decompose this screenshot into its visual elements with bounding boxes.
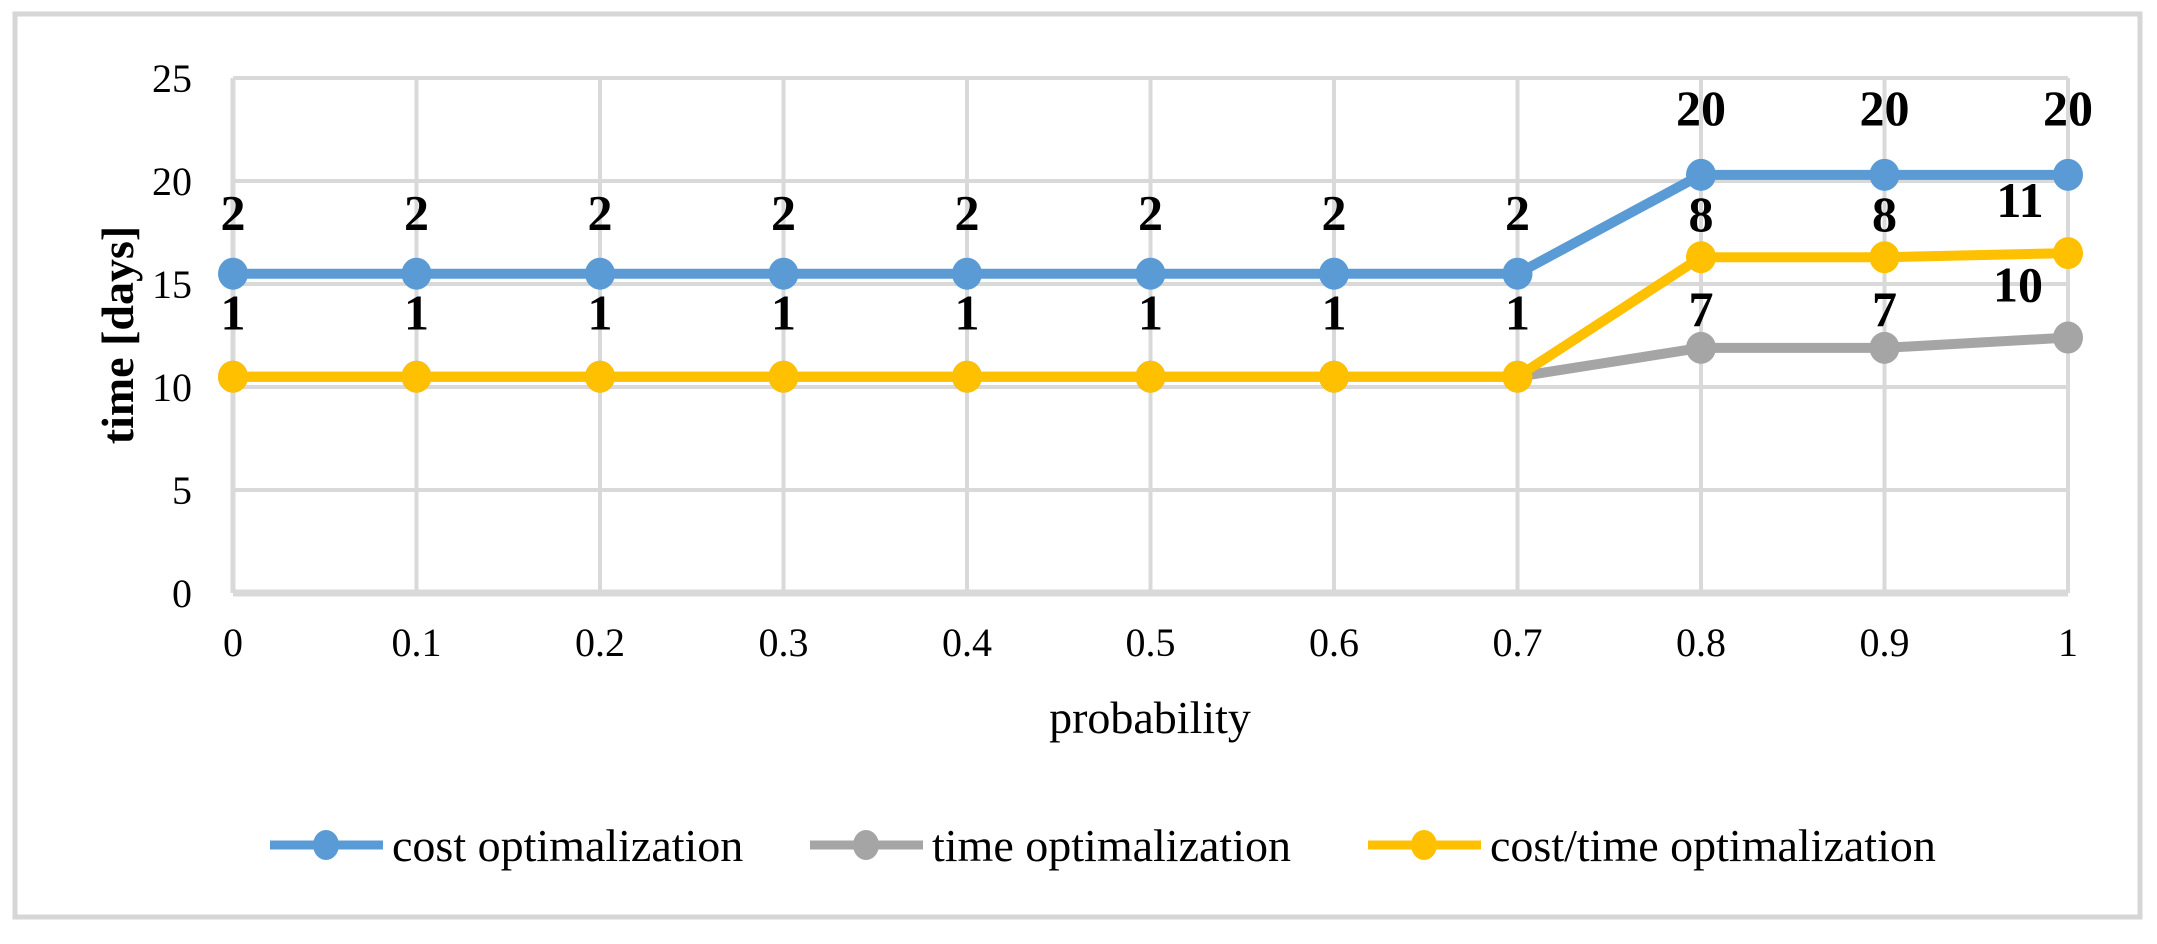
data-label: 1 xyxy=(588,285,613,341)
data-label: 1 xyxy=(1322,285,1347,341)
x-tick-label: 0.9 xyxy=(1860,620,1910,665)
y-tick-label: 20 xyxy=(152,159,192,204)
x-tick-label: 0.7 xyxy=(1493,620,1543,665)
x-tick-label: 0.4 xyxy=(942,620,992,665)
data-point-marker xyxy=(585,360,615,393)
y-tick-label: 15 xyxy=(152,262,192,307)
legend-label: cost optimalization xyxy=(392,820,743,871)
data-point-marker xyxy=(2053,158,2083,191)
legend-marker-dot xyxy=(853,830,879,860)
data-label: 2 xyxy=(588,185,613,241)
legend-marker-dot xyxy=(313,830,339,860)
data-label: 2 xyxy=(221,185,246,241)
y-tick-label: 0 xyxy=(172,571,192,616)
data-point-marker xyxy=(768,257,799,290)
data-point-marker xyxy=(1319,360,1349,393)
data-point-marker xyxy=(1686,241,1716,274)
axis-layer: time [days] probability xyxy=(92,226,1251,743)
data-point-marker xyxy=(1319,257,1349,290)
data-point-marker xyxy=(952,257,982,290)
series-cost-time-optimalization xyxy=(218,237,2083,393)
data-label: 1 xyxy=(1138,285,1163,341)
data-label: 8 xyxy=(1689,186,1714,242)
data-point-marker xyxy=(218,257,248,290)
data-label: 2 xyxy=(955,185,980,241)
data-label: 2 xyxy=(1505,185,1530,241)
x-tick-label: 0 xyxy=(223,620,243,665)
data-point-marker xyxy=(1502,257,1533,290)
data-point-marker xyxy=(1502,360,1533,393)
data-point-marker xyxy=(952,360,982,393)
y-tick-label: 25 xyxy=(152,56,192,101)
data-label: 20 xyxy=(2043,80,2093,136)
data-point-marker xyxy=(401,257,432,290)
x-tick-label: 0.2 xyxy=(575,620,625,665)
legend-item-cost-optimalization: cost optimalization xyxy=(270,820,743,871)
data-label: 20 xyxy=(1860,80,1910,136)
data-label: 8 xyxy=(1872,186,1897,242)
data-label: 7 xyxy=(1872,281,1897,337)
data-point-marker xyxy=(1869,241,1900,274)
data-label: 7 xyxy=(1689,281,1714,337)
data-label: 1 xyxy=(955,285,980,341)
data-label: 2 xyxy=(404,185,429,241)
series-layer xyxy=(218,158,2083,393)
x-tick-label: 1 xyxy=(2058,620,2078,665)
x-tick-label: 0.8 xyxy=(1676,620,1726,665)
data-label: 2 xyxy=(1322,185,1347,241)
chart-frame xyxy=(12,11,2143,920)
y-axis-title: time [days] xyxy=(92,226,143,444)
data-label: 1 xyxy=(404,285,429,341)
x-tick-label: 0.6 xyxy=(1309,620,1359,665)
y-tick-label: 10 xyxy=(152,365,192,410)
data-label-layer: 2 2 2 2 2 2 2 220 20 207 7 101 1 1 1 1 1 1 18 8 11 xyxy=(221,80,2094,341)
legend-item-time-optimalization: time optimalization xyxy=(810,820,1291,871)
data-label: 2 xyxy=(771,185,796,241)
data-point-marker xyxy=(1869,158,1900,191)
data-label: 1 xyxy=(221,285,246,341)
legend-label: time optimalization xyxy=(932,820,1291,871)
x-tick-label: 0.1 xyxy=(392,620,442,665)
data-label: 10 xyxy=(1993,257,2043,313)
x-tick-label: 0.5 xyxy=(1126,620,1176,665)
x-axis-title: probability xyxy=(1049,692,1251,743)
data-point-marker xyxy=(401,360,432,393)
data-point-marker xyxy=(2053,321,2083,354)
data-label: 2 xyxy=(1138,185,1163,241)
data-point-marker xyxy=(218,360,248,393)
data-point-marker xyxy=(1135,257,1166,290)
x-tick-label: 0.3 xyxy=(759,620,809,665)
legend-marker-dot xyxy=(1411,830,1437,860)
y-tick-label: 5 xyxy=(172,468,192,513)
data-point-marker xyxy=(1686,331,1716,364)
data-point-marker xyxy=(1686,158,1716,191)
legend-item-cost-time-optimalization: cost/time optimalization xyxy=(1368,820,1936,871)
data-label: 1 xyxy=(1505,285,1530,341)
data-point-marker xyxy=(1135,360,1166,393)
grid-layer: 0 5 10 15 20 25 0 0.1 0.2 0.3 0.4 0.5 0.6 0.7 0.8 0.9 1 xyxy=(152,56,2078,665)
data-point-marker xyxy=(768,360,799,393)
data-label: 11 xyxy=(1996,172,2043,228)
data-label: 20 xyxy=(1676,80,1726,136)
data-point-marker xyxy=(1869,331,1900,364)
data-point-marker xyxy=(585,257,615,290)
data-point-marker xyxy=(2053,237,2083,270)
data-label: 1 xyxy=(771,285,796,341)
legend: cost optimalization time optimalization co… xyxy=(270,820,1936,871)
series-cost-optimalization xyxy=(218,158,2083,290)
legend-label: cost/time optimalization xyxy=(1490,820,1936,871)
